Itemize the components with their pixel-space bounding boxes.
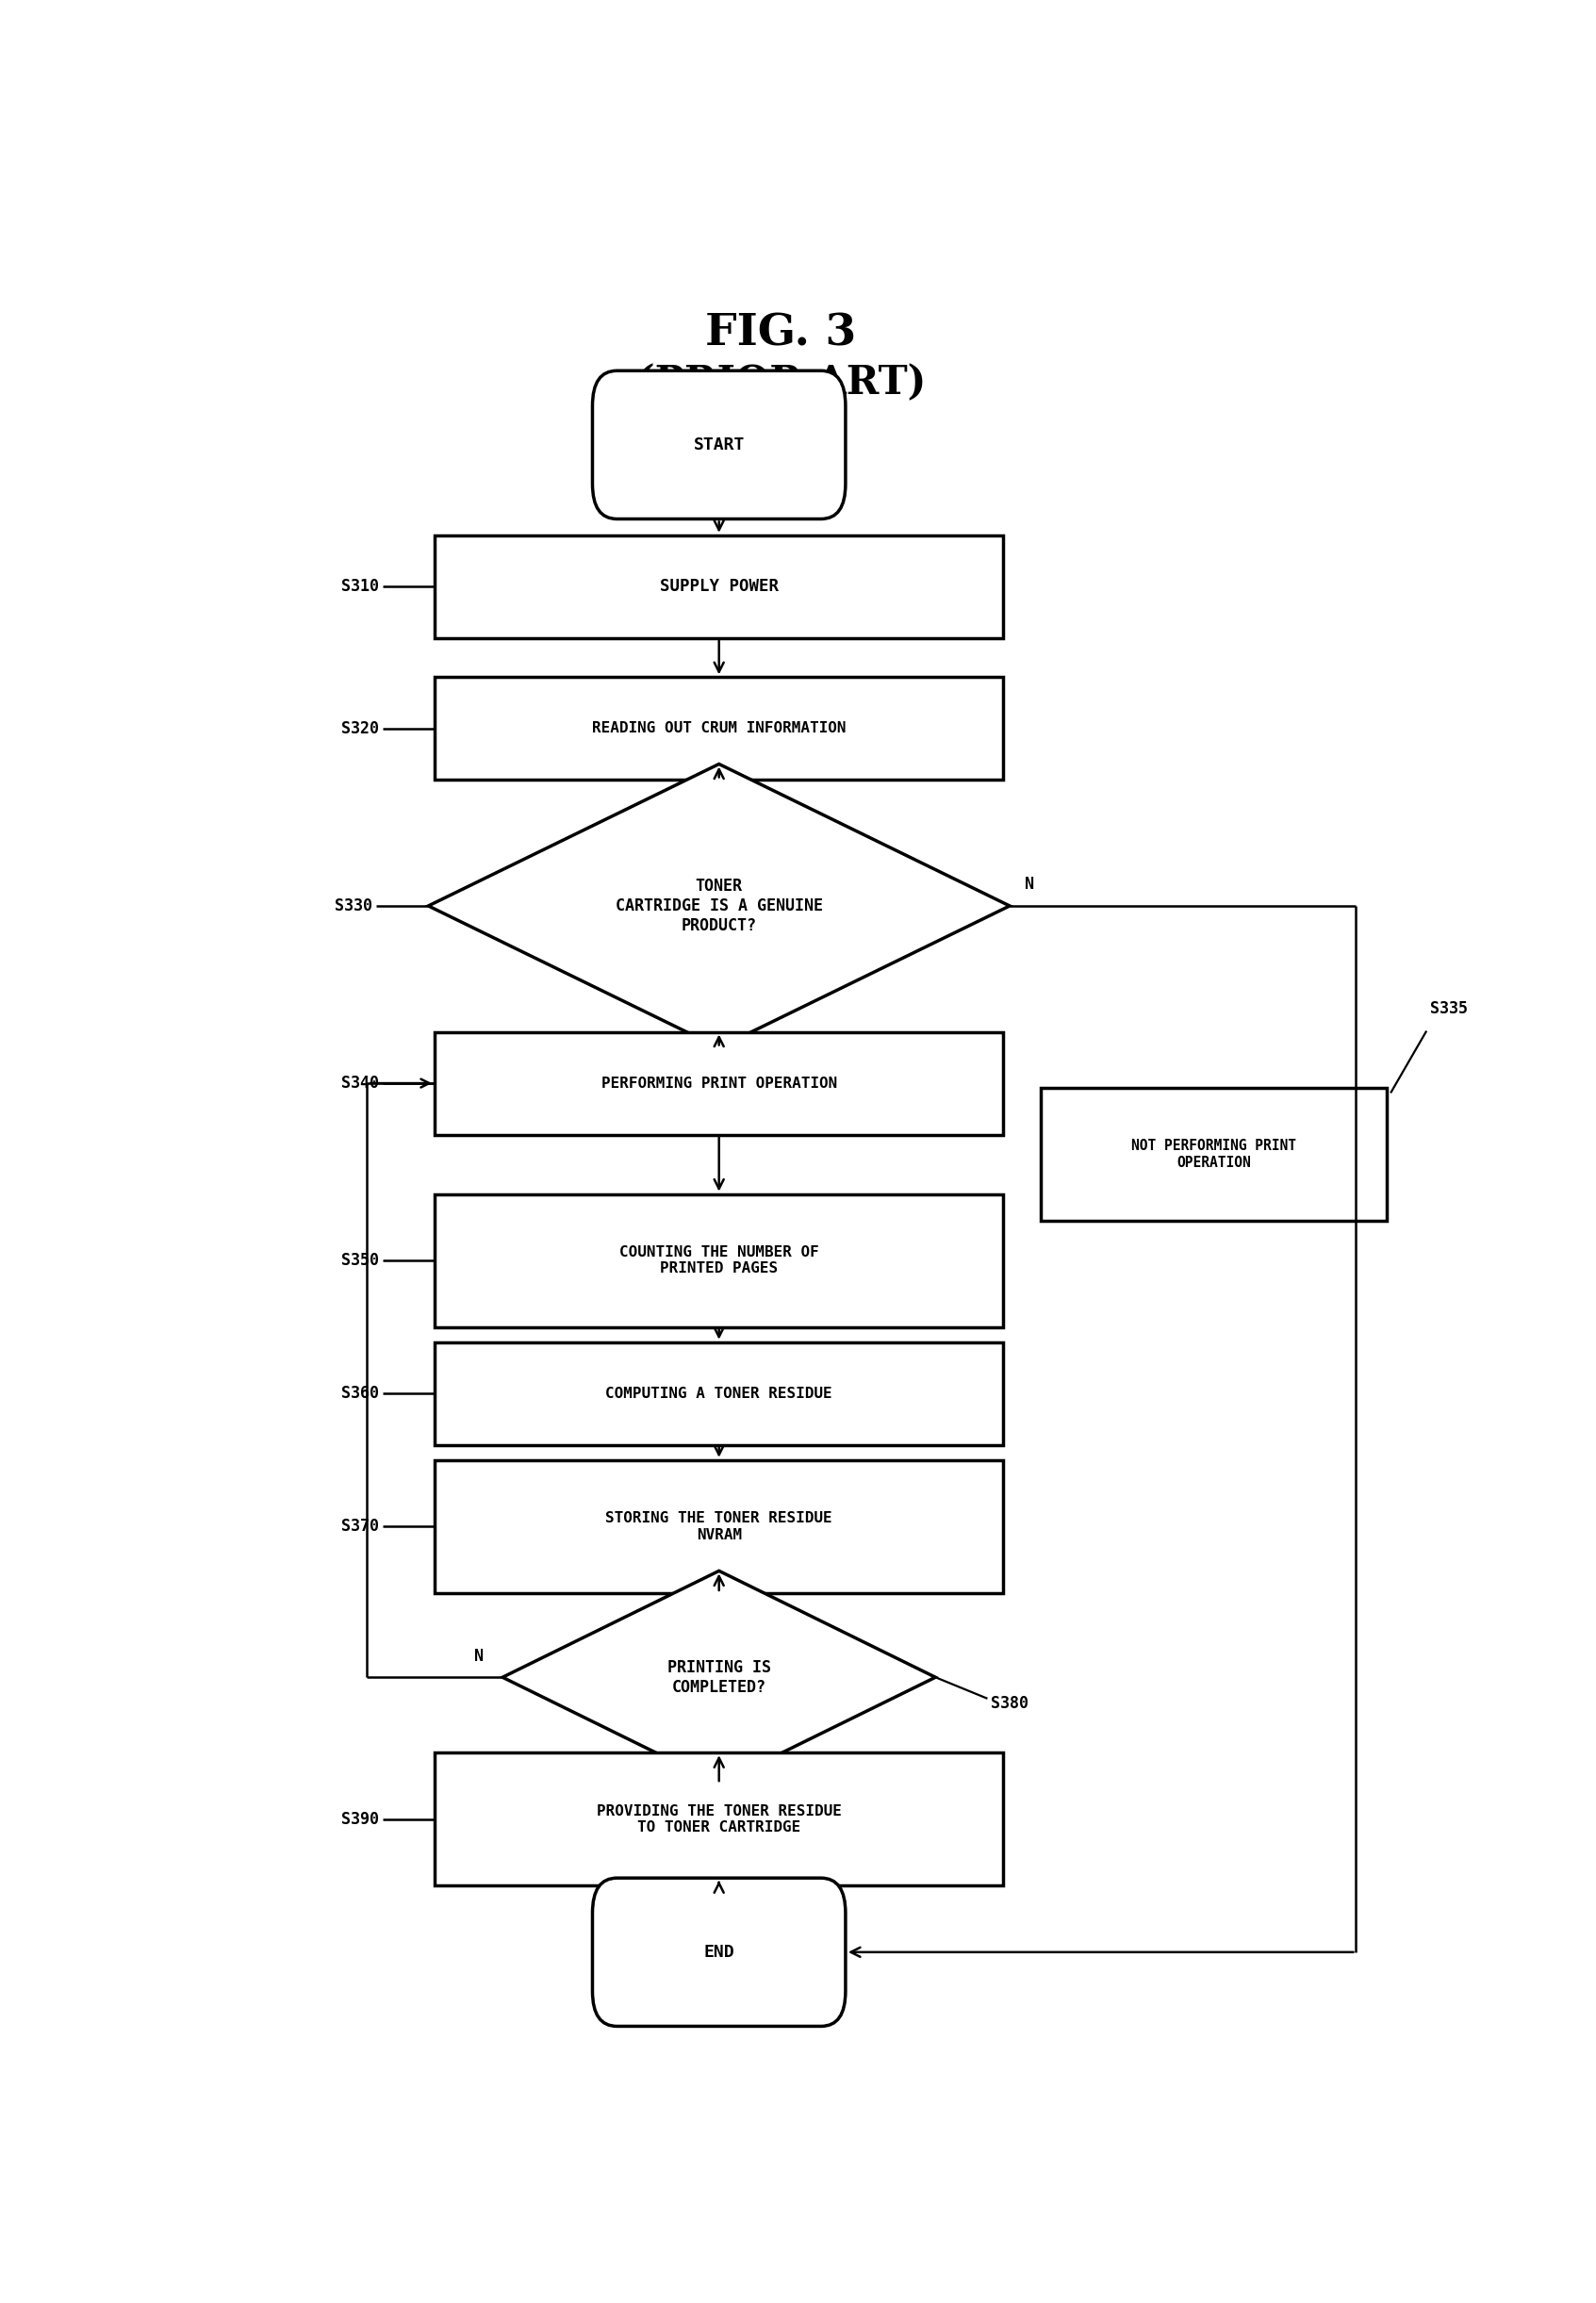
Text: COUNTING THE NUMBER OF
PRINTED PAGES: COUNTING THE NUMBER OF PRINTED PAGES [619,1246,819,1276]
Text: COMPUTING A TONER RESIDUE: COMPUTING A TONER RESIDUE [605,1386,833,1400]
Text: PRINTING IS
COMPLETED?: PRINTING IS COMPLETED? [667,1658,771,1695]
Polygon shape [503,1571,935,1783]
Text: END: END [704,1944,734,1960]
Text: TONER
CARTRIDGE IS A GENUINE
PRODUCT?: TONER CARTRIDGE IS A GENUINE PRODUCT? [616,877,822,935]
Text: S390: S390 [342,1810,378,1829]
Text: Y: Y [686,1066,696,1082]
Text: S340: S340 [342,1076,378,1092]
Text: START: START [693,435,745,454]
Text: S330: S330 [335,898,373,914]
Bar [434,1753,1004,1886]
Bar [434,1193,1004,1327]
Bar [1041,1087,1387,1221]
Text: N: N [474,1647,484,1665]
Text: S320: S320 [342,721,378,737]
Text: N: N [1025,875,1034,894]
Text: SUPPLY POWER: SUPPLY POWER [659,578,779,594]
Text: S370: S370 [342,1518,378,1536]
Text: S350: S350 [342,1253,378,1269]
Bar [434,1343,1004,1444]
Polygon shape [428,765,1010,1048]
Text: NOT PERFORMING PRINT
OPERATION: NOT PERFORMING PRINT OPERATION [1132,1140,1296,1170]
Text: Y: Y [686,1801,696,1819]
Bar [434,677,1004,781]
Text: STORING THE TONER RESIDUE
NVRAM: STORING THE TONER RESIDUE NVRAM [605,1511,833,1541]
FancyBboxPatch shape [592,371,846,518]
Text: S310: S310 [342,578,378,594]
Bar [434,1032,1004,1135]
Text: S380: S380 [991,1695,1029,1713]
Text: S335: S335 [1430,1000,1468,1016]
Text: PERFORMING PRINT OPERATION: PERFORMING PRINT OPERATION [602,1076,836,1089]
Text: PROVIDING THE TONER RESIDUE
TO TONER CARTRIDGE: PROVIDING THE TONER RESIDUE TO TONER CAR… [597,1803,841,1835]
Text: FIG. 3: FIG. 3 [705,311,857,355]
Bar [434,534,1004,638]
Bar [434,1460,1004,1594]
FancyBboxPatch shape [592,1877,846,2027]
Text: S360: S360 [342,1384,378,1403]
Text: (PRIOR ART): (PRIOR ART) [635,364,926,403]
Text: READING OUT CRUM INFORMATION: READING OUT CRUM INFORMATION [592,721,846,735]
